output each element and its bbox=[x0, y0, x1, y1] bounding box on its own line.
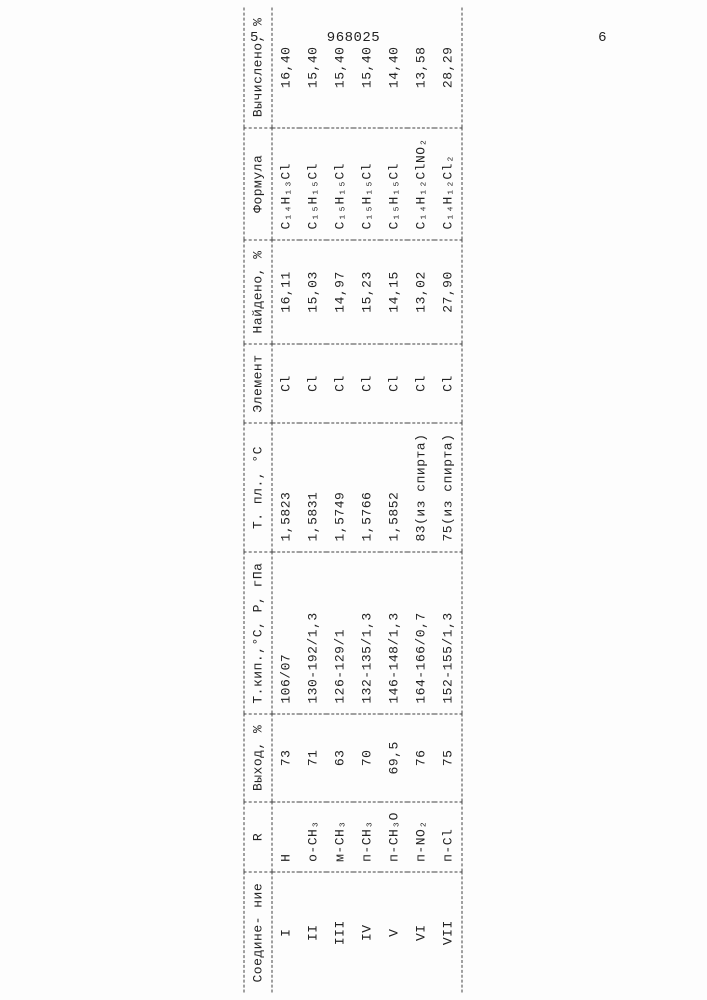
cell-yield: 70 bbox=[354, 714, 381, 801]
cell-compound: III bbox=[327, 872, 354, 992]
cell-elem: Cl bbox=[300, 344, 327, 423]
cell-compound: I bbox=[272, 872, 300, 992]
cell-yield: 63 bbox=[327, 714, 354, 801]
table-row: IV п-CH₃ 70 132-135/1,3 1,5766 Cl 15,23 … bbox=[354, 8, 381, 993]
header-formula: Формула bbox=[244, 128, 272, 240]
cell-bp: 132-135/1,3 bbox=[354, 552, 381, 714]
cell-r: п-CH₃O bbox=[381, 802, 408, 873]
cell-formula: C₁₄H₁₃Cl bbox=[272, 128, 300, 240]
cell-r: H bbox=[272, 802, 300, 873]
cell-calc: 15,40 bbox=[300, 8, 327, 128]
cell-compound: VII bbox=[435, 872, 463, 992]
cell-bp: 130-192/1,3 bbox=[300, 552, 327, 714]
cell-r: м-CH₃ bbox=[327, 802, 354, 873]
cell-compound: II bbox=[300, 872, 327, 992]
cell-r: о-CH₃ bbox=[300, 802, 327, 873]
cell-bp: 106/07 bbox=[272, 552, 300, 714]
header-bp: Т.кип.,°С, Р, гПа bbox=[244, 552, 272, 714]
cell-yield: 71 bbox=[300, 714, 327, 801]
cell-yield: 69,5 bbox=[381, 714, 408, 801]
cell-mp: 1,5749 bbox=[327, 423, 354, 552]
cell-yield: 76 bbox=[408, 714, 435, 801]
cell-calc: 14,40 bbox=[381, 8, 408, 128]
header-mp: Т. пл., °С bbox=[244, 423, 272, 552]
cell-calc: 13,58 bbox=[408, 8, 435, 128]
cell-calc: 28,29 bbox=[435, 8, 463, 128]
header-calc: Вычислено, % bbox=[244, 8, 272, 128]
cell-bp: 152-155/1,3 bbox=[435, 552, 463, 714]
header-r: R bbox=[244, 802, 272, 873]
cell-calc: 16,40 bbox=[272, 8, 300, 128]
rotated-table-wrapper: Соедине- ние R Выход, % Т.кип.,°С, Р, гП… bbox=[244, 8, 463, 993]
cell-formula: C₁₅H₁₅Cl bbox=[381, 128, 408, 240]
cell-mp: 1,5852 bbox=[381, 423, 408, 552]
table-body: I H 73 106/07 1,5823 Cl 16,11 C₁₄H₁₃Cl 1… bbox=[272, 8, 462, 993]
header-element: Элемент bbox=[244, 344, 272, 423]
cell-elem: Cl bbox=[381, 344, 408, 423]
cell-bp: 126-129/1 bbox=[327, 552, 354, 714]
table-header-row: Соедине- ние R Выход, % Т.кип.,°С, Р, гП… bbox=[244, 8, 272, 993]
cell-bp: 164-166/0,7 bbox=[408, 552, 435, 714]
table-row: I H 73 106/07 1,5823 Cl 16,11 C₁₄H₁₃Cl 1… bbox=[272, 8, 300, 993]
cell-elem: Cl bbox=[327, 344, 354, 423]
cell-calc: 15,40 bbox=[327, 8, 354, 128]
cell-formula: C₁₄H₁₂Cl₂ bbox=[435, 128, 463, 240]
cell-calc: 15,40 bbox=[354, 8, 381, 128]
cell-formula: C₁₅H₁₅Cl bbox=[327, 128, 354, 240]
cell-found: 14,15 bbox=[381, 240, 408, 344]
cell-formula: C₁₅H₁₅Cl bbox=[354, 128, 381, 240]
table-row: III м-CH₃ 63 126-129/1 1,5749 Cl 14,97 C… bbox=[327, 8, 354, 993]
cell-elem: Cl bbox=[272, 344, 300, 423]
table-row: VI п-NO₂ 76 164-166/0,7 83(из спирта) Cl… bbox=[408, 8, 435, 993]
cell-formula: C₁₅H₁₅Cl bbox=[300, 128, 327, 240]
cell-mp: 1,5766 bbox=[354, 423, 381, 552]
header-found: Найдено, % bbox=[244, 240, 272, 344]
cell-found: 15,03 bbox=[300, 240, 327, 344]
cell-elem: Cl bbox=[354, 344, 381, 423]
cell-yield: 73 bbox=[272, 714, 300, 801]
cell-found: 15,23 bbox=[354, 240, 381, 344]
header-compound: Соедине- ние bbox=[244, 872, 272, 992]
cell-r: п-NO₂ bbox=[408, 802, 435, 873]
cell-mp: 75(из спирта) bbox=[435, 423, 463, 552]
page-number-right: 6 bbox=[598, 30, 607, 46]
cell-formula: C₁₄H₁₂ClNO₂ bbox=[408, 128, 435, 240]
table-row: II о-CH₃ 71 130-192/1,3 1,5831 Cl 15,03 … bbox=[300, 8, 327, 993]
table-row: V п-CH₃O 69,5 146-148/1,3 1,5852 Cl 14,1… bbox=[381, 8, 408, 993]
cell-r: п-CH₃ bbox=[354, 802, 381, 873]
cell-found: 13,02 bbox=[408, 240, 435, 344]
compounds-table: Соедине- ние R Выход, % Т.кип.,°С, Р, гП… bbox=[244, 8, 463, 993]
cell-found: 14,97 bbox=[327, 240, 354, 344]
cell-mp: 83(из спирта) bbox=[408, 423, 435, 552]
cell-mp: 1,5831 bbox=[300, 423, 327, 552]
cell-compound: V bbox=[381, 872, 408, 992]
cell-found: 16,11 bbox=[272, 240, 300, 344]
table-row: VII п-Cl 75 152-155/1,3 75(из спирта) Cl… bbox=[435, 8, 463, 993]
cell-r: п-Cl bbox=[435, 802, 463, 873]
cell-compound: VI bbox=[408, 872, 435, 992]
cell-mp: 1,5823 bbox=[272, 423, 300, 552]
cell-compound: IV bbox=[354, 872, 381, 992]
cell-yield: 75 bbox=[435, 714, 463, 801]
header-yield: Выход, % bbox=[244, 714, 272, 801]
cell-elem: Cl bbox=[408, 344, 435, 423]
cell-elem: Cl bbox=[435, 344, 463, 423]
cell-bp: 146-148/1,3 bbox=[381, 552, 408, 714]
cell-found: 27,90 bbox=[435, 240, 463, 344]
